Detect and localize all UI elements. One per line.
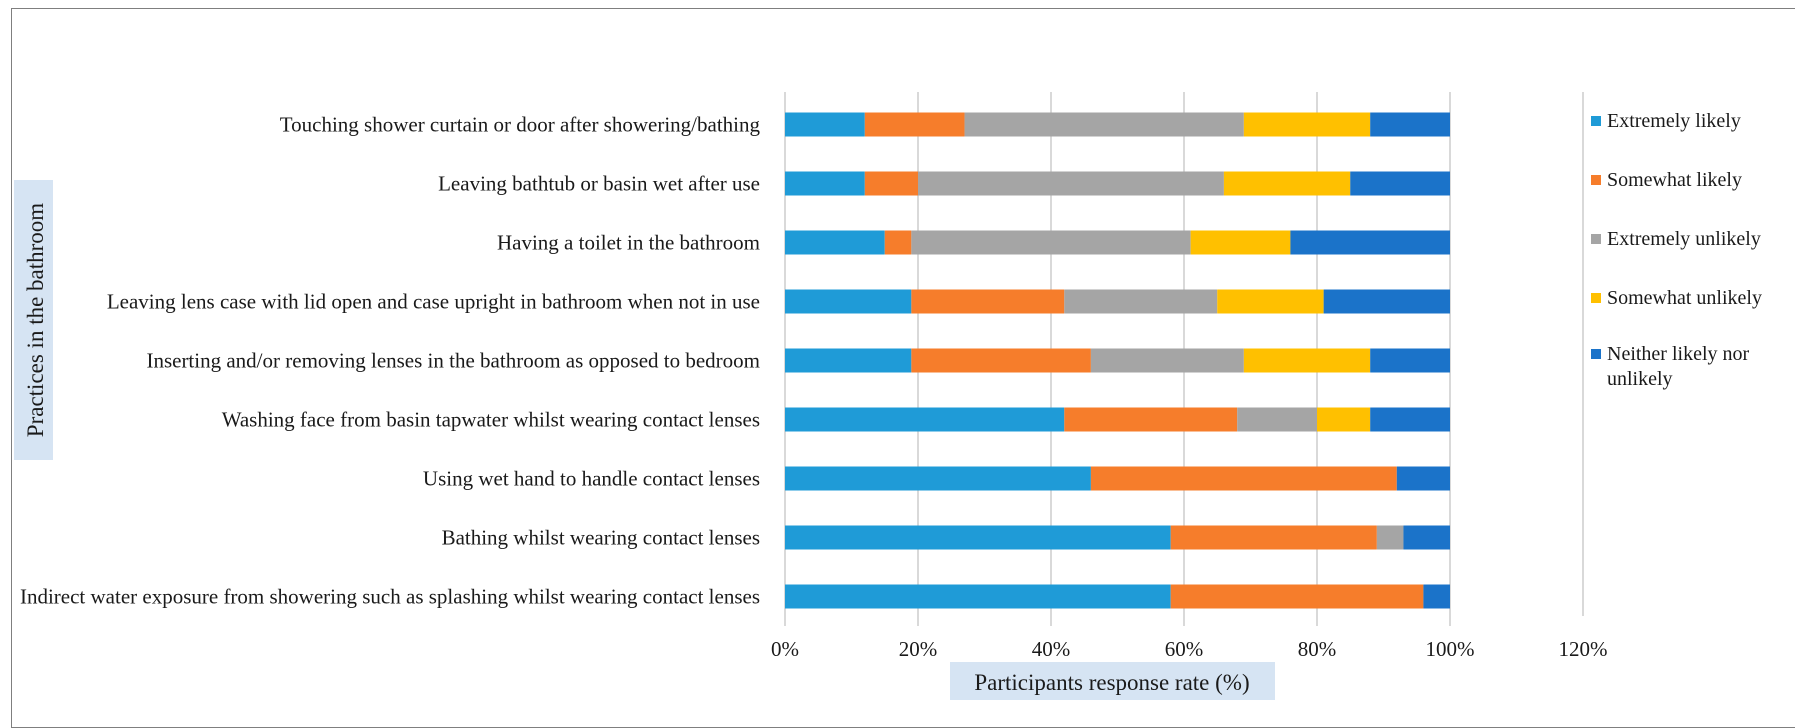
x-tick-label: 120%: [1559, 637, 1608, 661]
category-label: Indirect water exposure from showering s…: [20, 585, 760, 609]
bar-segment: [864, 112, 965, 137]
bar-segment: [1290, 230, 1450, 255]
legend-label: Extremely unlikely: [1607, 228, 1761, 250]
bar-segment: [1370, 348, 1450, 373]
bar-segment: [785, 171, 865, 196]
bar-segment: [1190, 230, 1291, 255]
bar-segment: [964, 112, 1244, 137]
x-tick-label: 0%: [771, 637, 799, 661]
x-axis-title-bg: [950, 662, 1275, 700]
legend-swatch: [1591, 293, 1601, 303]
bar-segment: [785, 525, 1171, 550]
bar-segment: [785, 289, 912, 314]
legend-swatch: [1591, 234, 1601, 244]
category-label: Leaving bathtub or basin wet after use: [438, 172, 760, 196]
legend-label: Neither likely nor unlikely: [1607, 343, 1750, 390]
x-tick-label: 100%: [1426, 637, 1475, 661]
bar-segment: [911, 348, 1091, 373]
category-label: Bathing whilst wearing contact lenses: [442, 526, 760, 550]
bar-segment: [1237, 407, 1317, 432]
x-tick-label: 80%: [1298, 637, 1337, 661]
bar-segment: [918, 171, 1224, 196]
bar-segment: [1423, 584, 1450, 609]
bar-segment: [785, 466, 1091, 491]
legend-swatch: [1591, 116, 1601, 126]
bar-segment: [1243, 112, 1371, 137]
bar-segment: [864, 171, 918, 196]
x-tick-label: 40%: [1032, 637, 1071, 661]
x-tick-label: 60%: [1165, 637, 1204, 661]
category-label: Using wet hand to handle contact lenses: [423, 467, 760, 491]
bar-segment: [1370, 407, 1450, 432]
bar-segment: [884, 230, 912, 255]
category-labels: Touching shower curtain or door after sh…: [20, 113, 761, 609]
bar-segment: [911, 230, 1191, 255]
category-label: Touching shower curtain or door after sh…: [280, 113, 761, 137]
bar-segment: [785, 348, 912, 373]
bar-segment: [1350, 171, 1450, 196]
legend-label: Somewhat unlikely: [1607, 287, 1762, 309]
x-axis-title: Participants response rate (%): [974, 670, 1249, 695]
bar-segment: [1170, 584, 1424, 609]
category-label: Leaving lens case with lid open and case…: [107, 290, 760, 314]
bar-segment: [1064, 289, 1218, 314]
bar-segment: [1403, 525, 1450, 550]
bars: [785, 112, 1450, 609]
bar-segment: [1323, 289, 1450, 314]
bar-segment: [1090, 348, 1244, 373]
bar-segment: [1170, 525, 1377, 550]
bar-segment: [911, 289, 1065, 314]
bar-segment: [1217, 289, 1324, 314]
legend-swatch: [1591, 349, 1601, 359]
x-tick-label: 20%: [899, 637, 938, 661]
category-label: Inserting and/or removing lenses in the …: [146, 349, 760, 373]
legend: Extremely likely Somewhat likely Extremely…: [1591, 110, 1762, 390]
x-tick-labels: 0% 20% 40% 60% 80% 100% 120%: [771, 637, 1608, 661]
bar-segment: [1243, 348, 1371, 373]
legend-label: Extremely likely: [1607, 110, 1741, 132]
bar-segment: [785, 112, 865, 137]
bar-segment: [1064, 407, 1238, 432]
bar-segment: [1223, 171, 1351, 196]
y-axis-title-bg: [14, 180, 53, 460]
bar-segment: [1090, 466, 1397, 491]
bar-segment: [1376, 525, 1404, 550]
y-axis-title: Practices in the bathroom: [23, 203, 48, 438]
bar-segment: [1317, 407, 1371, 432]
bar-segment: [1396, 466, 1450, 491]
legend-label: Somewhat likely: [1607, 169, 1742, 191]
legend-swatch: [1591, 175, 1601, 185]
category-label: Having a toilet in the bathroom: [497, 231, 760, 255]
bar-segment: [1370, 112, 1450, 137]
category-label: Washing face from basin tapwater whilst …: [222, 408, 760, 432]
bar-segment: [785, 584, 1171, 609]
bar-segment: [785, 407, 1065, 432]
bar-segment: [785, 230, 885, 255]
